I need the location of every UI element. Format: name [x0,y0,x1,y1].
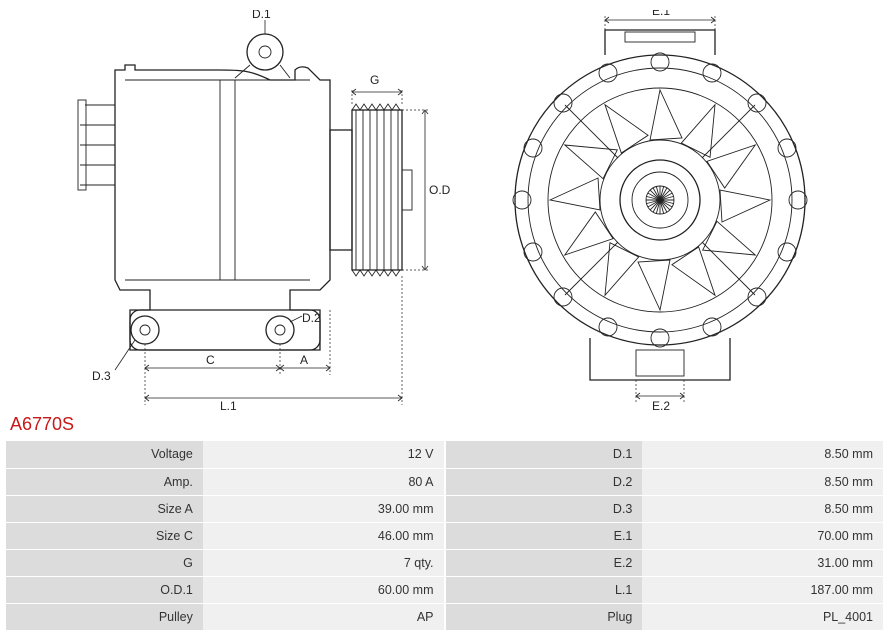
diagram-row: D.1 G O.D.1 [0,0,889,410]
spec-value: 39.00 mm [203,495,444,522]
label-od1: O.D.1 [429,183,450,197]
spec-label: D.3 [446,495,643,522]
spec-value: 12 V [203,441,444,468]
label-l1: L.1 [220,399,237,410]
spec-row: Voltage12 V [6,441,444,468]
spec-row: PulleyAP [6,603,444,630]
spec-label: E.1 [446,522,643,549]
diagram-side-view: D.1 G O.D.1 [20,10,450,410]
label-c: C [206,353,215,367]
spec-value: 8.50 mm [642,441,883,468]
spec-tables: Voltage12 VAmp.80 ASize A39.00 mmSize C4… [0,441,889,631]
spec-row: E.170.00 mm [446,522,884,549]
label-e1: E.1 [652,10,670,18]
spec-label: O.D.1 [6,576,203,603]
spec-table-left: Voltage12 VAmp.80 ASize A39.00 mmSize C4… [6,441,444,631]
spec-label: E.2 [446,549,643,576]
spec-value: 7 qty. [203,549,444,576]
spec-value: 60.00 mm [203,576,444,603]
spec-label: G [6,549,203,576]
spec-value: 187.00 mm [642,576,883,603]
spec-label: D.1 [446,441,643,468]
spec-row: D.18.50 mm [446,441,884,468]
spec-row: D.38.50 mm [446,495,884,522]
label-d1: D.1 [252,10,271,21]
spec-label: Size A [6,495,203,522]
spec-row: Size C46.00 mm [6,522,444,549]
spec-value: 46.00 mm [203,522,444,549]
spec-table-right: D.18.50 mmD.28.50 mmD.38.50 mmE.170.00 m… [446,441,884,631]
spec-value: 31.00 mm [642,549,883,576]
label-d3: D.3 [92,369,111,383]
spec-row: E.231.00 mm [446,549,884,576]
spec-label: D.2 [446,468,643,495]
spec-label: Size C [6,522,203,549]
spec-value: PL_4001 [642,603,883,630]
label-e2: E.2 [652,399,670,410]
spec-value: AP [203,603,444,630]
spec-label: Amp. [6,468,203,495]
spec-value: 80 A [203,468,444,495]
spec-row: Amp.80 A [6,468,444,495]
spec-value: 70.00 mm [642,522,883,549]
spec-row: D.28.50 mm [446,468,884,495]
spec-label: L.1 [446,576,643,603]
part-number: A6770S [0,410,889,441]
spec-value: 8.50 mm [642,468,883,495]
label-a: A [300,353,308,367]
spec-row: Size A39.00 mm [6,495,444,522]
spec-row: O.D.160.00 mm [6,576,444,603]
spec-row: G7 qty. [6,549,444,576]
diagram-front-view: E.1 E.2 [450,10,869,410]
spec-row: L.1187.00 mm [446,576,884,603]
label-g: G [370,73,379,87]
spec-value: 8.50 mm [642,495,883,522]
spec-label: Voltage [6,441,203,468]
spec-label: Plug [446,603,643,630]
spec-label: Pulley [6,603,203,630]
label-d2: D.2 [302,311,321,325]
spec-row: PlugPL_4001 [446,603,884,630]
